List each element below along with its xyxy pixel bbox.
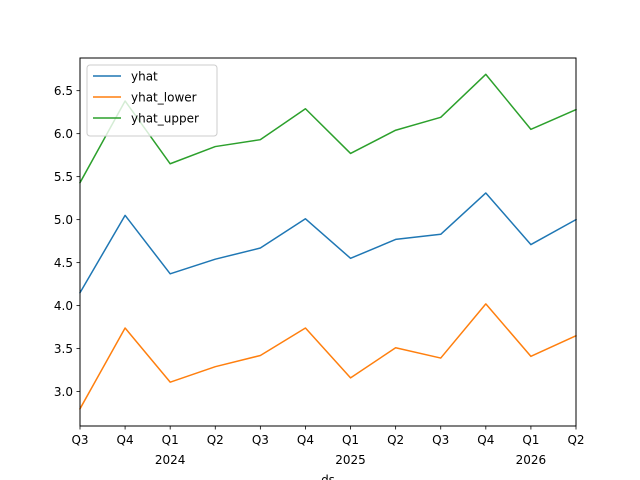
x-year-label: 2025 [335, 453, 366, 467]
y-tick-label: 5.5 [54, 170, 73, 184]
y-tick-label: 4.0 [54, 299, 73, 313]
x-tick-label: Q4 [297, 433, 314, 447]
x-tick-label: Q3 [252, 433, 269, 447]
x-axis: Q3 Q4 Q1 Q2 Q3 Q4 Q1 Q2 Q3 Q4 Q1 Q2 2024 2025 2026 [71, 426, 585, 467]
x-tick-label: Q4 [477, 433, 494, 447]
legend-label: yhat [131, 70, 158, 84]
y-tick-label: 4.5 [54, 256, 73, 270]
y-tick-label: 5.0 [54, 213, 73, 227]
y-axis: 3.0 3.5 4.0 4.5 5.0 5.5 6.0 6.5 [54, 84, 80, 399]
series-line-yhat [78, 192, 578, 294]
series-line-yhat-upper [78, 73, 577, 184]
legend-label: yhat_upper [131, 112, 199, 126]
x-tick-label: Q2 [207, 433, 224, 447]
x-tick-label: Q1 [162, 433, 179, 447]
y-tick-label: 3.0 [54, 385, 73, 399]
y-tick-label: 6.5 [54, 84, 73, 98]
legend-label: yhat_lower [131, 91, 197, 105]
y-tick-label: 6.0 [54, 127, 73, 141]
x-year-label: 2024 [155, 453, 186, 467]
x-tick-label: Q3 [432, 433, 449, 447]
x-tick-label: Q2 [567, 433, 584, 447]
x-tick-label: Q2 [387, 433, 404, 447]
legend: yhat yhat_lower yhat_upper [86, 64, 218, 137]
plot-frame [79, 57, 577, 427]
x-tick-label: Q4 [117, 433, 134, 447]
x-tick-label: Q3 [71, 433, 88, 447]
x-year-label: 2026 [516, 453, 547, 467]
x-tick-label: Q1 [522, 433, 539, 447]
series-line-yhat-lower [78, 303, 577, 410]
series-lines [78, 73, 578, 410]
y-tick-label: 3.5 [54, 342, 73, 356]
x-tick-label: Q1 [342, 433, 359, 447]
x-axis-title: ds [321, 473, 335, 480]
